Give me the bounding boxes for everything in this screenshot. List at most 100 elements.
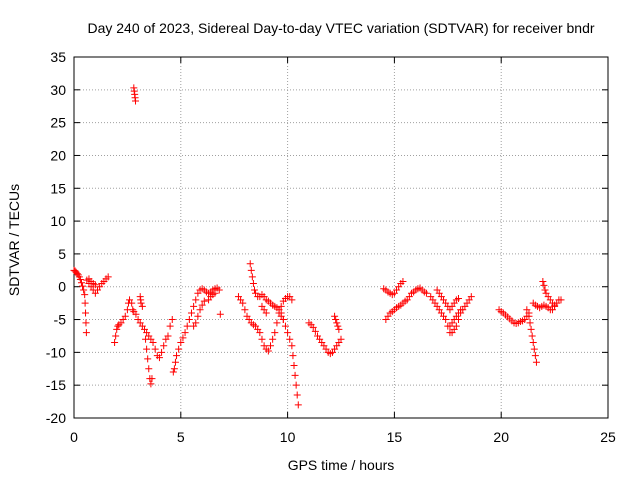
data-point <box>331 312 339 320</box>
data-point <box>147 380 155 388</box>
y-tick-label: 35 <box>50 49 66 65</box>
data-point <box>531 352 539 360</box>
data-point <box>185 316 193 324</box>
data-point <box>288 296 296 304</box>
grid <box>74 57 608 418</box>
data-point <box>170 365 178 373</box>
y-tick-label: -20 <box>46 410 66 426</box>
data-point <box>246 260 254 268</box>
data-point <box>192 296 200 304</box>
data-point <box>82 309 90 317</box>
y-tick-label: 15 <box>50 180 66 196</box>
data-point <box>332 316 340 324</box>
data-point <box>290 361 298 369</box>
y-tick-label: -5 <box>54 312 67 328</box>
data-point <box>82 319 90 327</box>
data-point <box>82 329 90 337</box>
x-tick-label: 20 <box>493 429 509 445</box>
data-point <box>183 322 191 330</box>
data-point <box>454 295 462 303</box>
x-axis-label: GPS time / hours <box>288 457 395 473</box>
data-point <box>334 322 342 330</box>
data-point <box>399 277 407 285</box>
y-axis-label: SDTVAR / TECUs <box>6 184 22 296</box>
data-point <box>279 316 287 324</box>
data-point <box>179 334 187 342</box>
data-point <box>112 332 120 340</box>
y-tick-label: 0 <box>58 279 66 295</box>
data-point <box>247 266 255 274</box>
data-point <box>309 323 317 331</box>
data-point <box>528 332 536 340</box>
data-point <box>175 345 183 353</box>
data-point <box>166 322 174 330</box>
data-point <box>333 319 341 327</box>
data-point <box>132 97 140 105</box>
y-tick-label: 30 <box>50 82 66 98</box>
data-point <box>215 286 223 294</box>
data-point <box>216 310 224 318</box>
data-point <box>539 277 547 285</box>
data-point <box>422 289 430 297</box>
data-point <box>281 322 289 330</box>
data-point <box>288 342 296 350</box>
data-point <box>540 281 548 289</box>
data-point <box>527 325 535 333</box>
x-tick-label: 5 <box>177 429 185 445</box>
data-point <box>293 391 301 399</box>
data-point <box>81 291 89 299</box>
data-point <box>187 309 195 317</box>
data-point <box>526 319 534 327</box>
data-point <box>200 297 208 305</box>
x-tick-label: 0 <box>70 429 78 445</box>
data-point <box>258 335 266 343</box>
data-point <box>264 347 272 355</box>
data-point <box>529 339 537 347</box>
data-point <box>269 335 277 343</box>
data-point <box>289 352 297 360</box>
data-point <box>138 302 146 310</box>
data-point <box>239 299 247 307</box>
data-point <box>249 279 257 287</box>
data-point <box>532 358 540 366</box>
data-point <box>294 401 302 409</box>
data-point <box>128 299 136 307</box>
data-point <box>137 299 145 307</box>
y-tick-label: -10 <box>46 344 66 360</box>
data-point <box>121 312 129 320</box>
data-point <box>164 332 172 340</box>
data-point <box>148 375 156 383</box>
y-tick-label: 20 <box>50 147 66 163</box>
data-point <box>76 276 84 284</box>
data-point <box>311 327 319 335</box>
data-point <box>160 342 168 350</box>
data-point <box>337 335 345 343</box>
data-point <box>155 354 163 362</box>
data-point <box>173 352 181 360</box>
data-point <box>284 329 292 337</box>
data-point <box>168 316 176 324</box>
data-point <box>79 282 87 290</box>
data-point <box>145 365 153 373</box>
y-tick-label: 10 <box>50 213 66 229</box>
data-point <box>467 293 475 301</box>
data-point <box>132 310 140 318</box>
data-point <box>256 329 264 337</box>
data-point <box>198 301 206 309</box>
data-point <box>551 301 559 309</box>
data-point <box>144 355 152 363</box>
data-point <box>335 325 343 333</box>
data-point <box>171 358 179 366</box>
x-tick-label: 25 <box>600 429 616 445</box>
data-point <box>192 319 200 327</box>
data-point <box>530 345 538 353</box>
data-point <box>523 306 531 314</box>
data-point <box>271 329 279 337</box>
data-point <box>241 306 249 314</box>
data-point <box>286 335 294 343</box>
data-point <box>177 339 185 347</box>
plot-frame <box>73 56 609 419</box>
data-point <box>81 299 89 307</box>
y-tick-label: 5 <box>58 246 66 262</box>
data-point <box>158 348 166 356</box>
